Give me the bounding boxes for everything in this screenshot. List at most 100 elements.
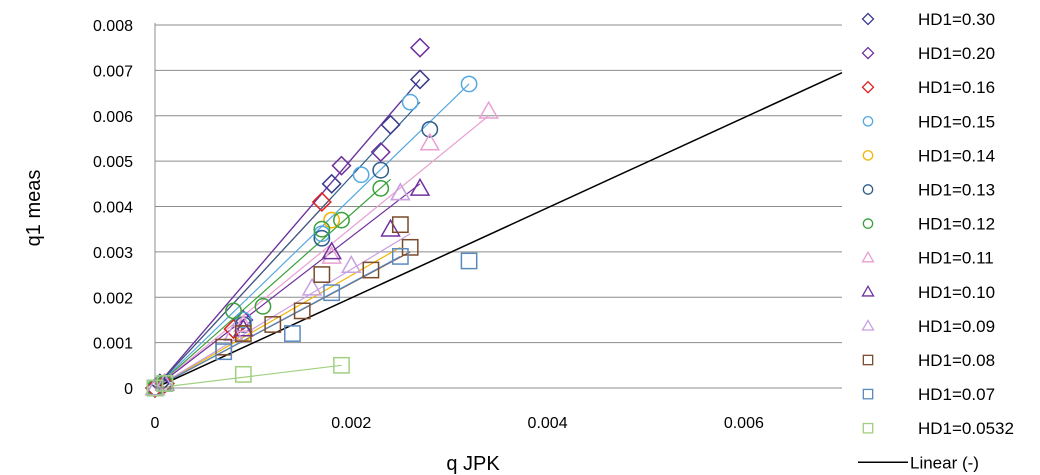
data-point <box>313 266 331 283</box>
legend-label: HD1=0.09 <box>918 317 995 336</box>
legend-label: HD1=0.10 <box>918 283 995 302</box>
data-point <box>321 173 342 194</box>
legend-label: HD1=0.08 <box>918 351 995 370</box>
y-tick-label: 0.005 <box>93 154 133 171</box>
data-points <box>144 37 499 399</box>
trendline <box>154 101 401 389</box>
data-point <box>391 216 409 234</box>
data-point <box>311 191 332 213</box>
x-tick-label: 0 <box>151 415 160 432</box>
legend-swatch <box>861 250 875 263</box>
trendlines <box>154 71 843 389</box>
legend-swatch <box>862 388 874 400</box>
data-point <box>370 141 391 163</box>
legend-label: HD1=0.0532 <box>918 419 1014 438</box>
legend-label: HD1=0.07 <box>918 385 995 404</box>
legend-swatch <box>861 12 875 26</box>
data-point <box>409 37 431 58</box>
data-point <box>234 311 252 329</box>
y-tick-label: 0.008 <box>93 18 133 35</box>
data-point <box>321 245 342 264</box>
trendline <box>154 83 470 389</box>
data-point <box>323 284 341 302</box>
data-point <box>225 302 242 320</box>
data-point <box>264 316 282 333</box>
gridlines <box>155 24 842 344</box>
legend-label: HD1=0.11 <box>918 249 994 268</box>
data-point <box>362 261 380 279</box>
data-point <box>293 302 311 320</box>
legend-label: HD1=0.30 <box>918 10 995 29</box>
trendline <box>154 71 843 389</box>
data-point <box>401 93 419 111</box>
y-tick-label: 0.007 <box>93 63 133 80</box>
data-point <box>234 365 252 383</box>
data-point <box>460 252 478 270</box>
data-point <box>333 356 350 374</box>
data-point <box>313 220 331 238</box>
data-point <box>333 211 350 229</box>
data-point <box>234 325 252 342</box>
trendline <box>154 101 421 389</box>
data-point <box>254 297 272 315</box>
data-point <box>419 132 441 151</box>
data-point <box>380 218 401 237</box>
data-point <box>390 182 411 201</box>
y-tick-label: 0.001 <box>93 336 133 353</box>
data-point <box>313 225 331 243</box>
legend-swatch <box>861 46 875 60</box>
legend-label: HD1=0.16 <box>918 78 995 97</box>
legend-swatch <box>862 115 874 127</box>
legend-swatch <box>862 218 874 229</box>
data-point <box>478 100 499 119</box>
x-tick-label: 0.006 <box>724 415 764 432</box>
data-point <box>460 75 478 93</box>
data-point <box>390 182 411 201</box>
trendline <box>154 233 411 389</box>
trendline <box>154 183 421 389</box>
axes: 0 0.001 0.002 0.003 0.004 0.005 0.006 0.007 0.00… <box>93 18 842 432</box>
legend-swatch <box>862 422 874 434</box>
trendline <box>154 255 401 389</box>
y-tick-label: 0.006 <box>93 109 133 126</box>
x-tick-label: 0.004 <box>528 415 568 432</box>
trendline <box>154 115 490 389</box>
data-point <box>233 313 254 332</box>
data-point <box>301 277 323 296</box>
legend-label: HD1=0.13 <box>918 181 995 200</box>
legend-swatch <box>861 319 875 331</box>
data-point <box>409 69 431 90</box>
data-point <box>391 248 409 265</box>
data-point <box>323 211 341 229</box>
legend-swatch <box>861 284 875 297</box>
data-point <box>321 241 342 260</box>
data-point <box>372 179 390 197</box>
data-point <box>380 114 401 135</box>
legend-label: Linear (-) <box>910 453 979 472</box>
data-point <box>154 372 176 391</box>
y-tick-label: 0 <box>124 381 133 398</box>
data-point <box>233 318 254 337</box>
data-point <box>144 377 166 399</box>
data-point <box>401 238 419 256</box>
trendline <box>154 178 391 389</box>
data-point <box>313 229 331 247</box>
data-point <box>144 377 166 396</box>
legend: HD1=0.30 HD1=0.20 HD1=0.16 HD1=0.15 HD1=0.14… <box>858 10 1014 472</box>
data-point <box>372 161 390 179</box>
y-tick-label: 0.003 <box>93 245 133 262</box>
y-tick-label: 0.002 <box>93 290 133 307</box>
legend-swatch <box>862 184 874 195</box>
data-point <box>223 323 244 342</box>
y-tick-label: 0.004 <box>93 200 133 217</box>
data-point <box>284 325 301 342</box>
legend-label: HD1=0.14 <box>918 146 995 165</box>
data-point <box>421 120 439 138</box>
data-point <box>340 254 362 273</box>
data-point <box>352 166 370 184</box>
x-tick-label: 0.002 <box>331 415 371 432</box>
legend-swatch <box>862 150 874 161</box>
legend-swatch <box>862 354 874 366</box>
data-point <box>156 375 174 392</box>
